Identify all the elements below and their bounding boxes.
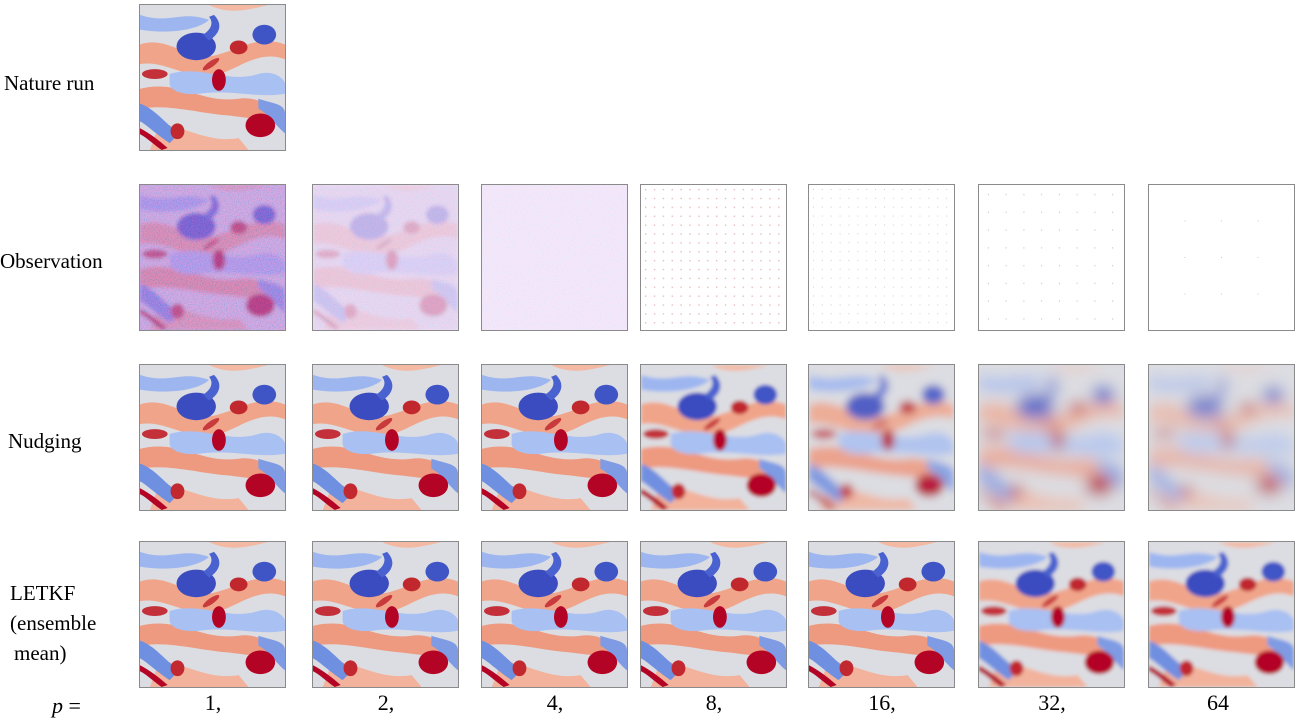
- p-value-32: 32,: [1038, 690, 1066, 715]
- observation-p2: [312, 184, 459, 331]
- observation-p8: [640, 184, 787, 331]
- letkf-p2: [312, 541, 459, 688]
- letkf-p1: [139, 541, 286, 688]
- p-value-2: 2,: [377, 690, 395, 715]
- p-equals: =: [68, 693, 81, 718]
- nudging-p4: [481, 364, 628, 511]
- p-value-8: 8,: [705, 690, 723, 715]
- p-value-16: 16,: [868, 690, 896, 715]
- nudging-p2: [312, 364, 459, 511]
- nudging-p64: [1148, 364, 1295, 511]
- letkf-line-3: mean): [14, 641, 67, 665]
- nudging-p8: [640, 364, 787, 511]
- observation-p64: [1148, 184, 1295, 331]
- p-value-1: 1,: [204, 690, 222, 715]
- nudging-p16: [808, 364, 955, 511]
- letkf-line-1: LETKF: [10, 581, 76, 605]
- letkf-p8: [640, 541, 787, 688]
- row-label-nature-run: Nature run: [4, 71, 95, 95]
- letkf-p64: [1148, 541, 1295, 688]
- observation-p32: [978, 184, 1125, 331]
- nudging-p1: [139, 364, 286, 511]
- nudging-p32: [978, 364, 1125, 511]
- p-value-4: 4,: [546, 690, 564, 715]
- observation-p1: [139, 184, 286, 331]
- observation-p4: [481, 184, 628, 331]
- letkf-p4: [481, 541, 628, 688]
- p-symbol: p: [52, 693, 63, 718]
- row-label-nudging: Nudging: [8, 429, 82, 453]
- letkf-line-2: (ensemble: [10, 611, 97, 635]
- p-axis-label: p =: [52, 693, 81, 719]
- letkf-p16: [808, 541, 955, 688]
- row-label-letkf: LETKF (ensemble mean): [10, 578, 96, 668]
- nature-run-field: [139, 4, 286, 151]
- p-value-64: 64: [1207, 690, 1229, 715]
- observation-p16: [808, 184, 955, 331]
- row-label-observation: Observation: [0, 249, 103, 273]
- letkf-p32: [978, 541, 1125, 688]
